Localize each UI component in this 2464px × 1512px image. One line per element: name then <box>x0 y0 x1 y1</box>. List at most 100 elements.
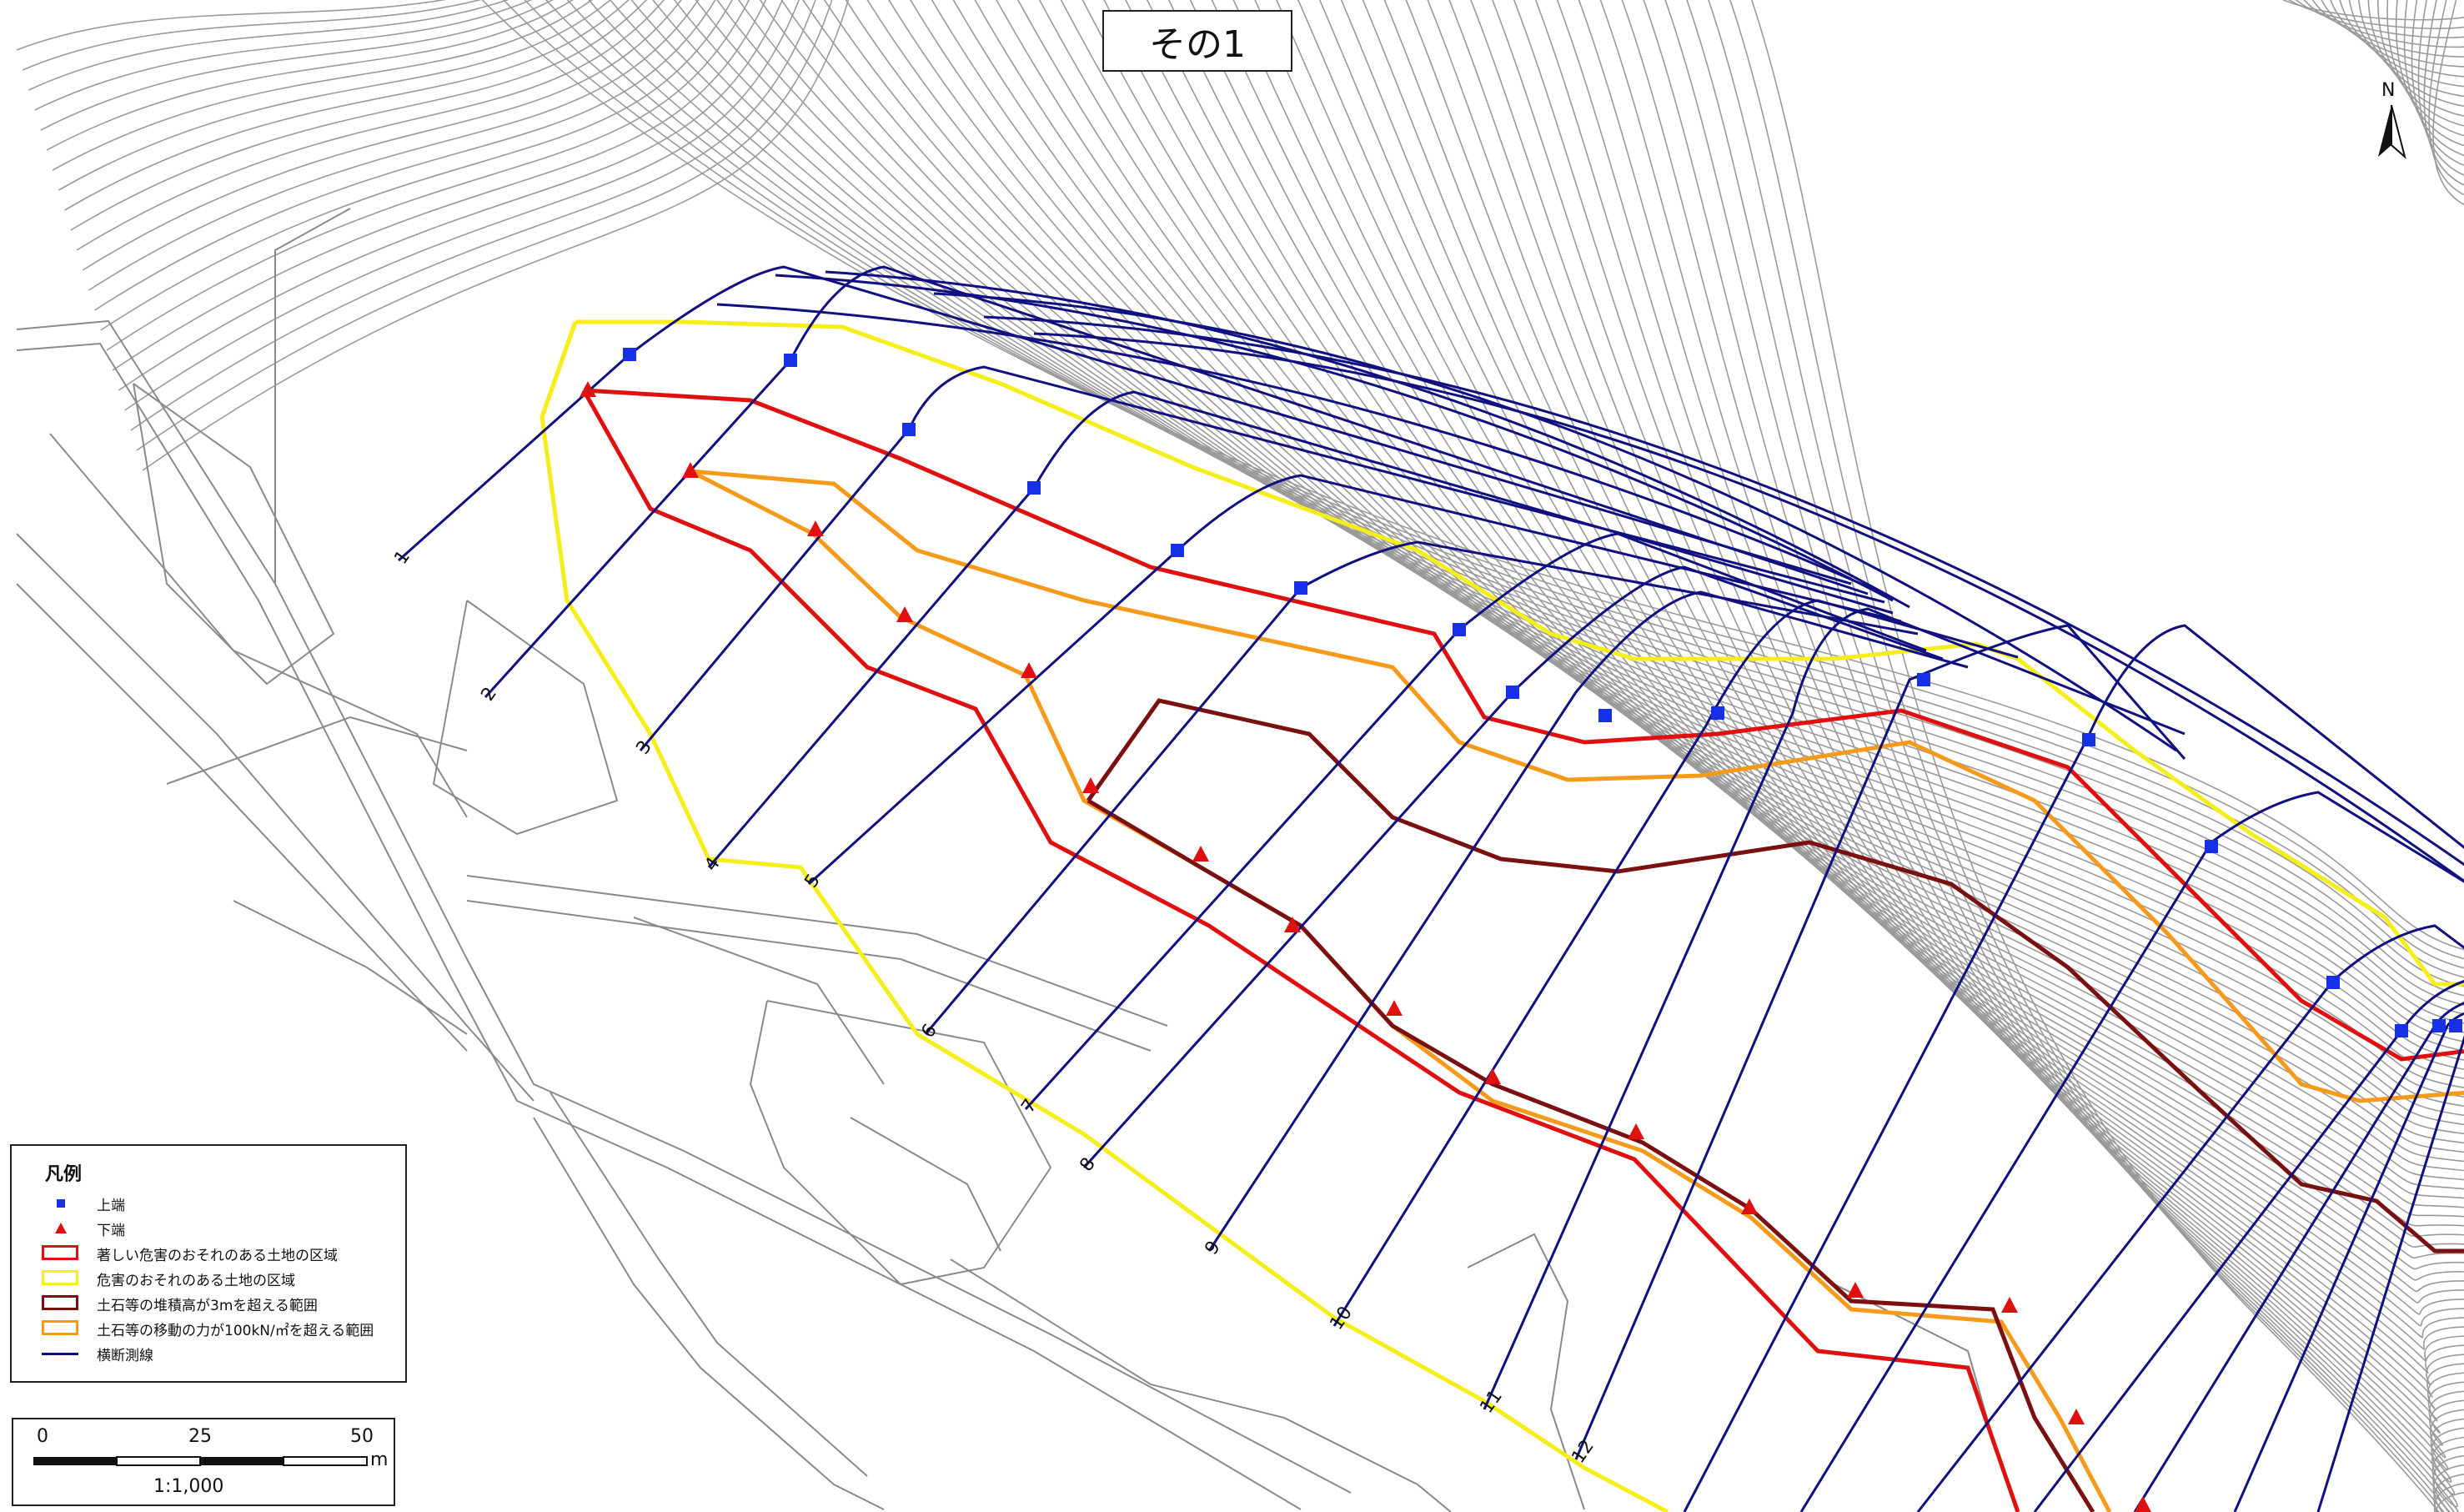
contour-line <box>2395 0 2464 147</box>
legend-title: 凡例 <box>45 1164 83 1185</box>
deposit-area-outline <box>1086 698 2464 1253</box>
scale-bar-graphic <box>33 1456 368 1466</box>
road-line <box>274 208 351 584</box>
contour-line <box>118 0 783 391</box>
contour-line <box>588 0 2464 997</box>
north-arrow-icon <box>2378 104 2406 159</box>
legend-label: 土石等の移動の力が100kN/㎡を超える範囲 <box>97 1322 374 1339</box>
contour-line <box>94 0 716 311</box>
cross-section-line <box>1799 791 2464 1512</box>
orange-outline-rect-icon <box>42 1319 82 1338</box>
contour-line <box>88 0 700 291</box>
contour-line <box>652 0 2464 1024</box>
contour-line <box>64 0 630 211</box>
contour-line <box>106 0 750 351</box>
road-line <box>16 342 1302 1510</box>
contour-line <box>1318 0 2464 1327</box>
contour-line <box>2295 0 2464 38</box>
contour-line <box>802 0 2464 1088</box>
contour-line <box>1297 0 2464 1315</box>
bottom-edge-marker <box>2001 1297 2018 1313</box>
top-edge-marker <box>1171 544 1184 557</box>
red-outline-rect-icon <box>42 1244 82 1263</box>
top-edge-marker <box>1027 481 1041 495</box>
bottom-edge-marker <box>1082 777 1099 793</box>
contour-line <box>2339 0 2464 88</box>
contour-line <box>1340 0 2464 1339</box>
top-edge-marker <box>623 348 636 361</box>
contour-line <box>40 0 554 131</box>
bottom-edge-marker <box>1628 1123 1644 1139</box>
contour-line <box>2303 0 2464 48</box>
contour-line <box>2423 0 2464 186</box>
top-edge-marker <box>1453 623 1466 636</box>
contour-line <box>76 0 665 251</box>
legend-item-hazard-area: 危害のおそれのある土地の区域 <box>42 1266 295 1291</box>
contour-line <box>16 0 447 51</box>
top-edge-marker <box>2326 976 2340 989</box>
contour-line <box>70 0 648 231</box>
contour-line <box>2428 0 2464 196</box>
road-line <box>49 433 468 818</box>
yellow-outline-rect-icon <box>42 1269 82 1288</box>
top-edge-marker <box>902 423 916 436</box>
road-line <box>950 1258 1452 1512</box>
legend-item-section-line: 横断測線 <box>42 1341 153 1366</box>
cross-section-line <box>707 390 1894 868</box>
contour-line <box>142 0 850 471</box>
map-legend: 凡例 上端 下端 著しい危害のおそれのある土地の区域 危害のおそれのある土地の区… <box>10 1144 407 1383</box>
legend-item-severe-area: 著しい危害のおそれのある土地の区域 <box>42 1241 338 1266</box>
severe-area-outline <box>583 388 2464 1062</box>
road-line <box>466 900 1152 1052</box>
cross-section-line <box>1483 607 2185 1410</box>
cross-section-line <box>2233 1012 2464 1512</box>
contour-line <box>630 0 2464 1015</box>
contour-line <box>737 0 2464 1061</box>
contour-line <box>780 0 2464 1079</box>
contour-line <box>931 0 2464 1144</box>
road-line <box>166 716 468 785</box>
road-line <box>550 1092 868 1477</box>
contour-line <box>46 0 574 151</box>
contour-line <box>2417 0 2464 176</box>
cross-section-line <box>484 265 1869 699</box>
contour-line <box>1146 0 2464 1238</box>
cross-section-line <box>807 474 1902 886</box>
road-line <box>432 600 619 836</box>
contour-line <box>22 0 482 71</box>
contour-line <box>909 0 2464 1135</box>
contour-line <box>2321 0 2464 68</box>
legend-label: 上端 <box>97 1197 125 1214</box>
scale-tick-25: 25 <box>188 1426 212 1447</box>
contour-line <box>845 0 2464 1108</box>
contour-line <box>34 0 533 111</box>
cross-section-line <box>1033 332 2464 883</box>
top-edge-marker <box>2432 1019 2446 1032</box>
contour-line <box>2411 0 2464 166</box>
bottom-edge-marker <box>1386 1000 1403 1016</box>
cross-section-line <box>1574 624 2186 1460</box>
legend-label: 危害のおそれのある土地の区域 <box>97 1272 295 1289</box>
contour-line <box>609 0 2464 1006</box>
contour-line <box>866 0 2464 1117</box>
bottom-edge-marker <box>580 381 596 397</box>
contour-line <box>1232 0 2464 1281</box>
bottom-edge-marker <box>1484 1068 1501 1084</box>
contour-line <box>124 0 800 411</box>
contour-line <box>695 0 2464 1042</box>
cross-section-line <box>1207 590 1969 1252</box>
contour-line <box>2386 0 2464 137</box>
darkred-outline-rect-icon <box>42 1294 82 1313</box>
contour-line <box>1599 0 2464 1483</box>
legend-item-bottom-edge: 下端 <box>42 1216 125 1241</box>
top-edge-marker <box>784 354 797 367</box>
cross-section-line <box>775 274 1894 602</box>
section-number-label: 9 <box>1201 1238 1225 1259</box>
road-line <box>749 1000 1052 1286</box>
scale-ratio: 1:1,000 <box>153 1476 224 1497</box>
contour-line <box>82 0 682 271</box>
navy-line-icon <box>42 1344 82 1363</box>
contour-line <box>823 0 2464 1098</box>
